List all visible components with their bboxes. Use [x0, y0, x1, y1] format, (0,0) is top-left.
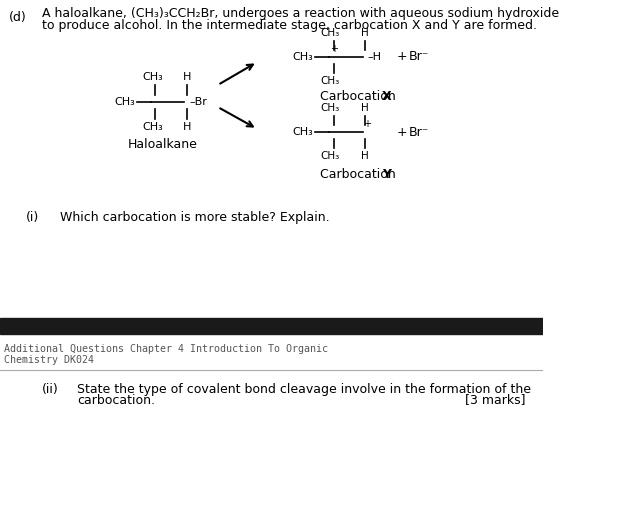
- Text: X: X: [382, 90, 392, 103]
- Text: Chemistry DK024: Chemistry DK024: [4, 355, 95, 365]
- Text: H: H: [361, 103, 368, 113]
- Text: Which carbocation is more stable? Explain.: Which carbocation is more stable? Explai…: [60, 210, 329, 223]
- Text: H: H: [361, 151, 368, 161]
- Text: H: H: [183, 72, 191, 82]
- Text: CH₃: CH₃: [321, 76, 340, 86]
- Text: CH₃: CH₃: [142, 72, 163, 82]
- Text: CH₃: CH₃: [292, 52, 313, 62]
- Text: Additional Questions Chapter 4 Introduction To Organic: Additional Questions Chapter 4 Introduct…: [4, 344, 328, 354]
- Text: CH₃: CH₃: [292, 127, 313, 137]
- Text: carbocation.: carbocation.: [77, 393, 155, 406]
- Text: (d): (d): [9, 10, 27, 23]
- Text: Carbocation: Carbocation: [321, 90, 400, 103]
- Text: CH₃: CH₃: [142, 122, 163, 132]
- Text: to produce alcohol. In the intermediate stage, carbocation X and Y are formed.: to produce alcohol. In the intermediate …: [42, 19, 537, 32]
- Text: –Br: –Br: [190, 97, 208, 107]
- Text: State the type of covalent bond cleavage involve in the formation of the: State the type of covalent bond cleavage…: [77, 383, 531, 396]
- Text: A haloalkane, (CH₃)₃CCH₂Br, undergoes a reaction with aqueous sodium hydroxide: A haloalkane, (CH₃)₃CCH₂Br, undergoes a …: [42, 8, 559, 21]
- Text: Haloalkane: Haloalkane: [127, 139, 197, 151]
- Text: +: +: [397, 126, 407, 139]
- Text: (i): (i): [27, 210, 40, 223]
- Text: Br⁻: Br⁻: [409, 126, 430, 139]
- Text: +: +: [363, 119, 371, 129]
- Text: H: H: [361, 28, 368, 38]
- Text: CH₃: CH₃: [114, 97, 135, 107]
- Text: [3 marks]: [3 marks]: [465, 393, 526, 406]
- Text: H: H: [183, 122, 191, 132]
- Text: Y: Y: [382, 168, 391, 180]
- Text: CH₃: CH₃: [321, 103, 340, 113]
- Text: –H: –H: [368, 52, 382, 62]
- Text: Carbocation: Carbocation: [321, 168, 400, 180]
- Text: +: +: [330, 44, 338, 54]
- Text: (ii): (ii): [42, 383, 59, 396]
- Bar: [0, 318, 543, 334]
- Text: Br⁻: Br⁻: [409, 51, 430, 64]
- Text: +: +: [397, 51, 407, 64]
- Text: CH₃: CH₃: [321, 28, 340, 38]
- Text: CH₃: CH₃: [321, 151, 340, 161]
